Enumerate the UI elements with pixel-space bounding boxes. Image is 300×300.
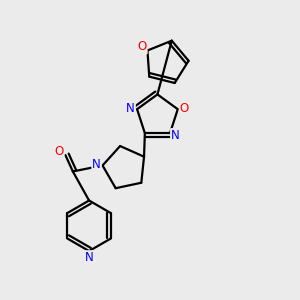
Text: O: O bbox=[54, 145, 64, 158]
Text: O: O bbox=[180, 102, 189, 115]
Text: O: O bbox=[137, 40, 147, 53]
Text: N: N bbox=[126, 102, 135, 115]
Text: N: N bbox=[171, 129, 180, 142]
Text: N: N bbox=[92, 158, 101, 170]
Text: N: N bbox=[85, 251, 93, 264]
